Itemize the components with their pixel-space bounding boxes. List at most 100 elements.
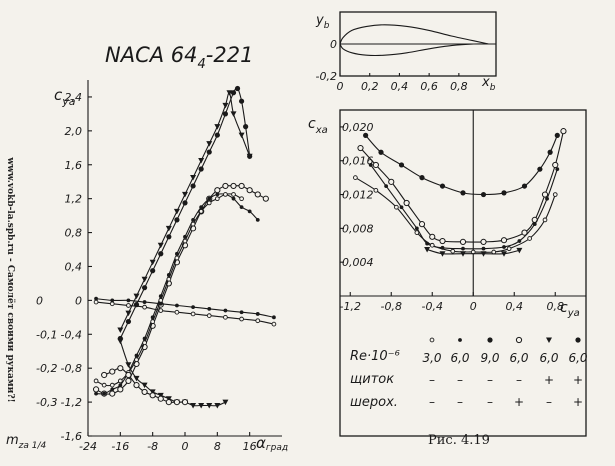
lift-x-label-main: α [256, 434, 266, 452]
legend-flap-value: – [487, 373, 493, 387]
drag-x-tick-label: -1,2 [340, 300, 361, 313]
lift-point [198, 209, 204, 214]
lift-point [222, 102, 229, 109]
lift-point [190, 174, 197, 181]
legend-re-value: 6,0 [568, 351, 587, 365]
moment-point [190, 402, 197, 409]
drag-point [384, 184, 389, 188]
lift-point [150, 268, 156, 274]
lift-point [166, 234, 172, 240]
legend-marker [458, 338, 462, 342]
drag-point [368, 163, 373, 167]
lift-point [207, 196, 212, 201]
legend-row-label: щиток [350, 372, 394, 387]
moment-point [174, 309, 180, 315]
profile-x-tick-label: 0,8 [450, 80, 468, 93]
lift-point [199, 205, 204, 210]
moment-point [175, 303, 179, 308]
legend-rough-value: – [546, 395, 552, 409]
drag-y-label-main: c [308, 116, 316, 132]
lift-point [157, 242, 164, 249]
moment-point [142, 300, 147, 304]
lift-point [133, 293, 140, 300]
lift-y-tick-label: 0,4 [65, 260, 83, 273]
profile-y-label-sub: b [324, 21, 330, 31]
moment-point [223, 314, 228, 320]
moment-point [117, 365, 124, 372]
moment-point [94, 296, 98, 301]
lift-point [255, 217, 260, 222]
moment-point [239, 316, 244, 322]
lift-point [150, 319, 156, 324]
lift-point [182, 238, 188, 244]
lift-point [158, 251, 164, 257]
lift-series-line [96, 193, 259, 395]
drag-point [541, 191, 549, 198]
legend-flap-value: – [457, 373, 463, 387]
moment-point [117, 338, 124, 345]
drag-point [398, 162, 405, 168]
profile-y-label-main: y [315, 13, 324, 28]
moment-tick-label: 0 [36, 294, 43, 307]
drag-point [502, 245, 506, 249]
lift-point [243, 124, 249, 130]
lift-y-tick-label: 1,2 [65, 193, 83, 206]
drag-point [372, 161, 379, 169]
drag-point [480, 191, 487, 198]
lift-point [222, 182, 229, 190]
lift-point [173, 208, 180, 215]
drag-point [532, 222, 537, 227]
moment-point [149, 392, 156, 399]
moment-point [255, 318, 261, 324]
lift-y-tick-label: 2,4 [65, 91, 83, 104]
drag-point [388, 178, 395, 185]
lift-x-tick-label: 8 [214, 440, 221, 453]
profile-upper-surface [339, 24, 489, 45]
moment-point [271, 321, 277, 327]
drag-point [460, 251, 466, 257]
drag-point [414, 230, 420, 235]
lift-point [125, 318, 132, 325]
lift-point [165, 225, 172, 232]
drag-point [500, 237, 508, 244]
drag-x-tick-label: -0,4 [422, 300, 443, 313]
lift-point [214, 187, 221, 194]
moment-point [158, 308, 164, 313]
lift-point [141, 285, 148, 291]
moment-point [222, 399, 229, 406]
legend-table: Re·10⁻⁶ щиток шерох. 3,0 – – 6,0 – – 9,0 – – 6,0 – +6,… [350, 336, 588, 410]
lift-point [214, 196, 220, 202]
moment-point [141, 382, 148, 389]
drag-point [363, 132, 369, 138]
moment-tick-label: -0,3 [36, 396, 57, 409]
moment-label: mza 1/4 [6, 433, 47, 451]
moment-point [157, 392, 164, 399]
moment-point [207, 306, 212, 311]
profile-x-label-sub: b [490, 83, 496, 93]
lift-point [191, 217, 195, 222]
lift-point [239, 205, 244, 210]
moment-point [109, 301, 115, 307]
lift-series-line [119, 87, 251, 339]
lift-point [142, 340, 147, 346]
lift-point [198, 166, 204, 172]
legend-row-label: Re·10⁻⁶ [350, 349, 400, 364]
drag-point [481, 246, 486, 251]
lift-y-tick-label: 0,8 [65, 227, 83, 240]
lift-point [110, 387, 115, 392]
legend-re-value: 6,0 [539, 351, 558, 365]
moment-point [133, 382, 140, 389]
lift-point [226, 90, 233, 96]
drag-point [399, 205, 404, 210]
lift-point [247, 209, 252, 214]
lift-point [101, 382, 107, 388]
legend-rough-value: – [429, 395, 435, 409]
drag-point [394, 204, 399, 210]
legend-rough-value: + [514, 395, 524, 409]
moment-point [133, 375, 140, 382]
lift-point [231, 192, 236, 197]
lift-y-label-sub: ya [61, 95, 76, 108]
airfoil-title: NACA 644-221 [105, 43, 253, 72]
moment-label-main: m [6, 433, 19, 448]
